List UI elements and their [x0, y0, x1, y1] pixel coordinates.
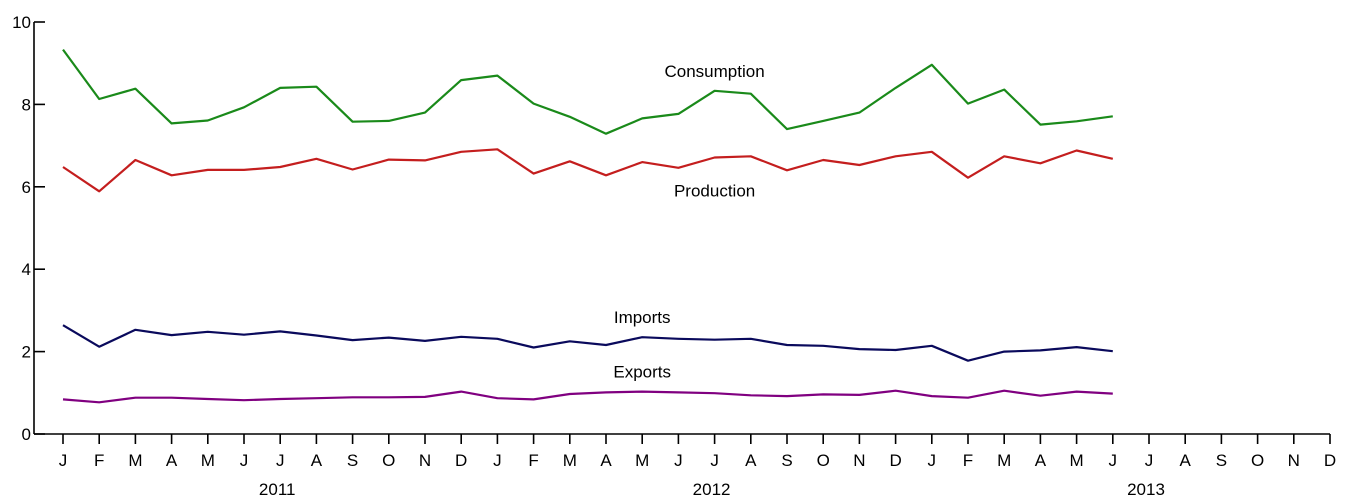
x-tick-label-month: N	[1288, 451, 1300, 470]
x-tick-label-month: J	[493, 451, 502, 470]
x-tick-label-month: D	[889, 451, 901, 470]
y-tick-label: 2	[22, 343, 31, 362]
x-tick-label-month: J	[674, 451, 683, 470]
series-line-consumption	[62, 48, 1113, 135]
series-labels: Consumption Production Imports Exports	[613, 62, 764, 382]
x-tick-label-month: A	[1180, 451, 1192, 470]
y-tick-label: 4	[22, 260, 31, 279]
series-label-production: Production	[674, 182, 755, 201]
y-axis: 0 2 4 6 8 10	[12, 13, 45, 444]
x-tick-label-month: S	[781, 451, 792, 470]
x-tick-label-month: O	[382, 451, 395, 470]
series-label-exports: Exports	[613, 363, 671, 382]
x-tick-label-month: J	[928, 451, 937, 470]
x-tick-label-month: A	[166, 451, 178, 470]
x-tick-label-month: A	[1035, 451, 1047, 470]
x-tick-label-month: F	[94, 451, 104, 470]
y-tick-label: 6	[22, 178, 31, 197]
x-tick-label-month: M	[201, 451, 215, 470]
x-tick-label-month: M	[563, 451, 577, 470]
x-tick-label-month: M	[635, 451, 649, 470]
x-tick-label-month: F	[963, 451, 973, 470]
x-tick-label-month: F	[528, 451, 538, 470]
x-tick-label-month: A	[311, 451, 323, 470]
x-tick-label-year: 2011	[259, 480, 296, 499]
y-tick-label: 10	[12, 13, 31, 32]
x-tick-label-month: O	[817, 451, 830, 470]
x-tick-label-month: D	[1324, 451, 1336, 470]
series-line-exports	[62, 389, 1113, 404]
x-tick-label-month: N	[853, 451, 865, 470]
x-tick-label-month: J	[240, 451, 249, 470]
x-tick-label-month: M	[997, 451, 1011, 470]
x-tick-label-month: S	[347, 451, 358, 470]
x-tick-label-month: J	[710, 451, 719, 470]
x-tick-label-month: J	[1145, 451, 1154, 470]
x-tick-label-month: J	[1109, 451, 1118, 470]
series-group	[62, 48, 1114, 404]
x-tick-label-month: M	[1070, 451, 1084, 470]
series-line-production	[62, 148, 1114, 193]
y-tick-label: 0	[22, 425, 31, 444]
x-tick-label-month: A	[600, 451, 612, 470]
x-tick-label-month: O	[1251, 451, 1264, 470]
x-tick-label-month: D	[455, 451, 467, 470]
x-tick-label-year: 2013	[1127, 480, 1165, 499]
x-tick-label-year: 2012	[693, 480, 731, 499]
x-axis: J F M A M J J A S O N D J F M A M J J A S O N D J F M A M J J A S O N D 2011…	[34, 433, 1336, 499]
x-tick-label-month: S	[1216, 451, 1227, 470]
x-tick-label-month: J	[276, 451, 285, 470]
y-tick-label: 8	[22, 95, 31, 114]
series-line-imports	[62, 324, 1113, 362]
series-label-imports: Imports	[614, 308, 671, 327]
x-tick-label-month: A	[745, 451, 757, 470]
x-tick-label-month: N	[419, 451, 431, 470]
x-tick-label-month: J	[59, 451, 68, 470]
x-tick-label-month: M	[128, 451, 142, 470]
series-label-consumption: Consumption	[665, 62, 765, 81]
